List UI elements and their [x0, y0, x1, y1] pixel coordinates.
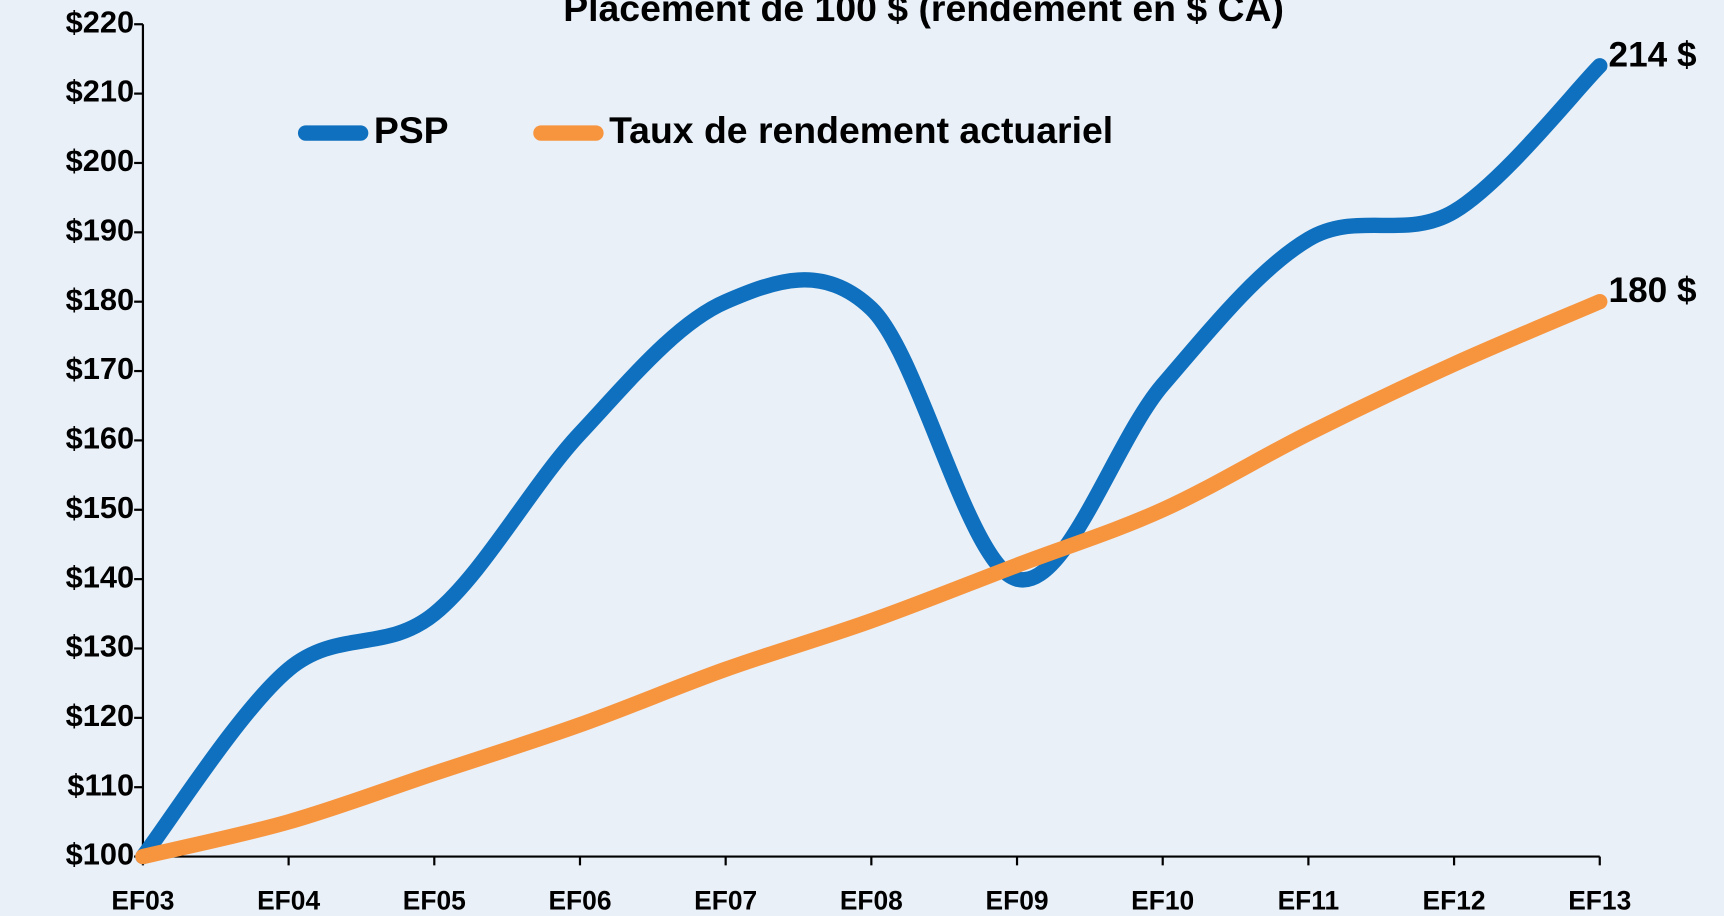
x-tick-label: EF09: [986, 886, 1049, 916]
legend-label: PSP: [374, 109, 449, 151]
y-tick-label: $160: [66, 421, 134, 456]
legend-label: Taux de rendement actuariel: [609, 109, 1113, 151]
chart-title: Placement de 100 $ (rendement en $ CA): [563, 0, 1284, 29]
x-tick-label: EF07: [694, 886, 757, 916]
x-tick-label: EF11: [1278, 886, 1340, 916]
x-tick-label: EF13: [1568, 886, 1631, 916]
line-series: [135, 58, 1608, 865]
y-tick-label: $190: [66, 212, 134, 247]
x-tick-label: EF04: [257, 886, 320, 916]
y-tick-label: $180: [66, 282, 134, 317]
y-tick-label: $110: [67, 767, 134, 802]
data-label: 180 $: [1609, 271, 1697, 310]
x-tick-label: EF06: [548, 886, 611, 916]
x-tick-label: EF03: [111, 886, 174, 916]
y-tick-label: $150: [66, 490, 134, 525]
y-tick-label: $200: [66, 143, 134, 178]
y-tick-label: $170: [66, 351, 134, 386]
x-tick-label: EF05: [403, 886, 466, 916]
x-tick-label: EF12: [1423, 886, 1486, 916]
x-tick-label: EF08: [840, 886, 903, 916]
y-tick-label: $220: [66, 4, 134, 39]
y-tick-label: $120: [66, 698, 134, 733]
line-series: [135, 293, 1608, 865]
y-tick-label: $210: [66, 74, 134, 109]
y-tick-label: $140: [66, 559, 134, 594]
x-tick-label: EF10: [1131, 886, 1194, 916]
y-tick-label: $100: [66, 837, 134, 872]
data-label: 214 $: [1609, 35, 1697, 74]
y-tick-label: $130: [66, 629, 134, 664]
